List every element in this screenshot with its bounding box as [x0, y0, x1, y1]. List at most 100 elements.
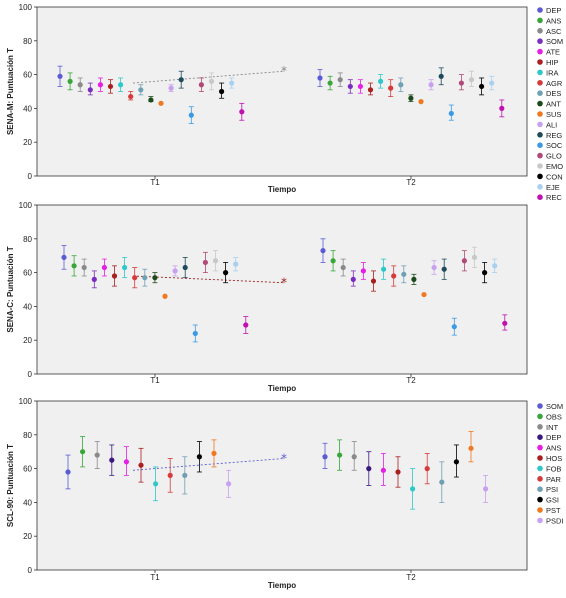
- point-eje-t2: [492, 263, 498, 269]
- point-con-t2: [482, 270, 488, 276]
- point-psi-t1: [182, 472, 188, 478]
- point-sus-t1: [158, 100, 164, 106]
- legend-marker-pst: [537, 507, 543, 513]
- legend-label-psi: PSI: [546, 485, 558, 494]
- point-ira-t2: [378, 78, 384, 84]
- legend-label-fob: FOB: [546, 464, 561, 473]
- point-asc-t2: [337, 77, 343, 83]
- point-obs-t2: [337, 452, 343, 458]
- point-rec-t2: [502, 320, 508, 326]
- mean-trend-line: [132, 70, 285, 84]
- x-tick-label: T2: [406, 376, 416, 385]
- point-som-t1: [91, 276, 97, 282]
- point-ali-t1: [172, 268, 178, 274]
- point-ans-t1: [67, 78, 73, 84]
- point-som-t2: [322, 454, 328, 460]
- point-con-t1: [223, 270, 229, 276]
- point-fob-t2: [410, 486, 416, 492]
- legend-marker-fob: [537, 465, 543, 472]
- legend-label-dep: DEP: [546, 433, 561, 442]
- x-axis-label: Tiempo: [268, 185, 296, 194]
- point-psdi-t1: [226, 481, 232, 487]
- legend-marker-obs: [537, 413, 543, 420]
- legend-marker-som: [537, 38, 543, 44]
- x-tick-label: T2: [406, 178, 416, 187]
- y-axis-label: SENA-M: Puntuación T: [6, 48, 15, 135]
- point-rec-t1: [243, 322, 249, 328]
- point-eje-t1: [229, 80, 235, 86]
- legend-label-hip: HIP: [546, 58, 559, 67]
- point-pst-t2: [468, 445, 474, 451]
- legend-marker-hos: [537, 455, 543, 461]
- mean-star-icon: *: [281, 451, 287, 465]
- plot-area-3: [36, 400, 528, 571]
- x-tick-label: T2: [406, 573, 416, 582]
- point-sus-t1: [162, 293, 168, 299]
- point-sus-t2: [421, 291, 427, 298]
- point-ans-t2: [330, 258, 336, 264]
- point-hip-t2: [370, 278, 377, 284]
- point-emo-t2: [468, 77, 475, 83]
- legend-marker-sus: [537, 111, 543, 117]
- legend-marker-ate: [537, 48, 543, 55]
- y-tick-label: 60: [23, 269, 32, 278]
- legend-label-emo: EMO: [546, 162, 563, 171]
- point-ate-t1: [97, 82, 103, 88]
- y-tick-label: 100: [19, 3, 33, 12]
- point-ans-t1: [71, 263, 77, 269]
- mean-trend-line: [132, 458, 285, 471]
- point-glo-t1: [198, 82, 204, 88]
- legend-marker-som: [537, 403, 543, 409]
- point-agr-t1: [128, 93, 134, 100]
- point-psdi-t2: [483, 486, 489, 492]
- point-glo-t2: [458, 80, 464, 86]
- legend-label-agr: AGR: [546, 79, 563, 88]
- y-axis-label: SCL-90: Puntuación T: [6, 444, 15, 527]
- point-soc-t1: [188, 112, 194, 118]
- legend-marker-des: [537, 90, 543, 96]
- legend-marker-ans: [537, 444, 543, 451]
- point-dep-t1: [109, 457, 115, 463]
- legend-label-hos: HOS: [546, 454, 562, 463]
- y-tick-label: 60: [23, 71, 32, 80]
- y-tick-label: 60: [23, 465, 32, 474]
- point-reg-t2: [441, 266, 447, 272]
- point-ali-t2: [431, 264, 437, 271]
- point-hip-t1: [107, 83, 114, 90]
- point-agr-t2: [388, 85, 394, 91]
- point-emo-t1: [212, 258, 219, 264]
- point-emo-t1: [208, 78, 215, 84]
- point-dep-t1: [57, 73, 63, 79]
- point-obs-t1: [80, 449, 86, 455]
- point-emo-t2: [471, 254, 478, 260]
- legend-label-ate: ATE: [546, 48, 560, 57]
- point-ate-t2: [357, 83, 363, 90]
- point-con-t2: [479, 83, 485, 90]
- point-asc-t1: [81, 264, 87, 271]
- mean-star-icon: *: [281, 276, 287, 290]
- point-reg-t1: [178, 77, 184, 83]
- y-tick-label: 100: [19, 397, 33, 406]
- legend-label-ira: IRA: [546, 68, 559, 77]
- point-ate-t1: [101, 264, 107, 271]
- legend-marker-gsi: [537, 496, 543, 503]
- legend-label-pst: PST: [546, 506, 561, 515]
- point-ali-t2: [428, 82, 434, 88]
- point-dep-t2: [317, 75, 323, 81]
- legend-label-reg: REG: [546, 131, 562, 140]
- y-tick-label: 40: [23, 104, 32, 113]
- point-ira-t1: [118, 82, 124, 88]
- point-gsi-t1: [196, 454, 202, 460]
- legend-label-rec: REC: [546, 193, 562, 202]
- x-tick-label: T1: [150, 376, 160, 385]
- legend-label-par: PAR: [546, 475, 561, 484]
- point-soc-t2: [448, 110, 454, 117]
- point-asc-t2: [340, 264, 346, 271]
- point-eje-t1: [233, 261, 239, 267]
- point-reg-t2: [438, 73, 444, 79]
- point-som-t1: [87, 87, 93, 93]
- point-ans-t2: [380, 467, 386, 473]
- y-tick-label: 0: [28, 370, 33, 379]
- point-agr-t2: [391, 273, 397, 279]
